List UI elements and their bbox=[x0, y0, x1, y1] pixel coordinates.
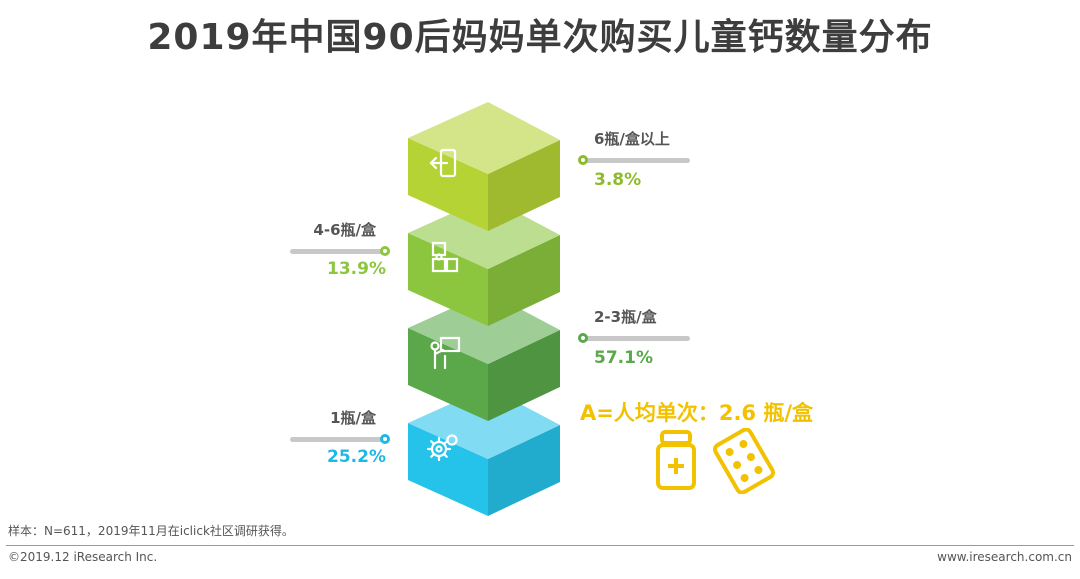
marker-dot-1 bbox=[578, 155, 588, 165]
puzzle-icon bbox=[431, 241, 459, 273]
cube-left-face bbox=[408, 328, 488, 421]
pill-blister-icon bbox=[713, 428, 775, 494]
value-label: 13.9% bbox=[327, 259, 386, 279]
category-label: 6瓶/盒以上 bbox=[594, 130, 670, 148]
category-label: 1瓶/盒 bbox=[330, 409, 376, 427]
value-label: 3.8% bbox=[594, 170, 642, 190]
category-label: 4-6瓶/盒 bbox=[313, 221, 376, 239]
presenter-icon bbox=[430, 336, 461, 370]
cube-right-face bbox=[488, 235, 560, 326]
chart-title: 2019年中国90后妈妈单次购买儿童钙数量分布 bbox=[147, 17, 933, 58]
cube-left-face bbox=[408, 233, 488, 326]
cube-right-face bbox=[488, 140, 560, 231]
cube-top-face bbox=[408, 292, 560, 364]
value-label: 25.2% bbox=[327, 447, 386, 467]
marker-track-2 bbox=[290, 249, 390, 254]
footer-divider bbox=[6, 545, 1074, 546]
cube-top-face bbox=[408, 197, 560, 269]
gears-icon bbox=[426, 434, 458, 462]
average-annotation: A=人均单次：2.6 瓶/盒 bbox=[580, 401, 814, 425]
cube-left-face bbox=[408, 138, 488, 231]
website-url: www.iresearch.com.cn bbox=[937, 550, 1072, 564]
marker-track-1 bbox=[582, 158, 690, 163]
marker-dot-3 bbox=[578, 333, 588, 343]
cube-4 bbox=[408, 387, 560, 516]
cube-top-face bbox=[408, 387, 560, 459]
marker-dot-2 bbox=[380, 246, 390, 256]
cube-left-face bbox=[408, 423, 488, 516]
marker-dot-4 bbox=[380, 434, 390, 444]
cube-3 bbox=[408, 292, 560, 421]
value-label: 57.1% bbox=[594, 348, 653, 368]
copyright-text: ©2019.12 iResearch Inc. bbox=[8, 550, 158, 564]
marker-track-3 bbox=[582, 336, 690, 341]
cube-1 bbox=[408, 102, 560, 231]
marker-track-4 bbox=[290, 437, 390, 442]
cube-right-face bbox=[488, 330, 560, 421]
medicine-bottle-icon bbox=[656, 430, 696, 490]
cube-top-face bbox=[408, 102, 560, 174]
exit-door-icon bbox=[429, 148, 457, 178]
cube-2 bbox=[408, 197, 560, 326]
category-label: 2-3瓶/盒 bbox=[594, 308, 657, 326]
cube-right-face bbox=[488, 425, 560, 516]
sample-note: 样本：N=611，2019年11月在iclick社区调研获得。 bbox=[8, 524, 294, 538]
